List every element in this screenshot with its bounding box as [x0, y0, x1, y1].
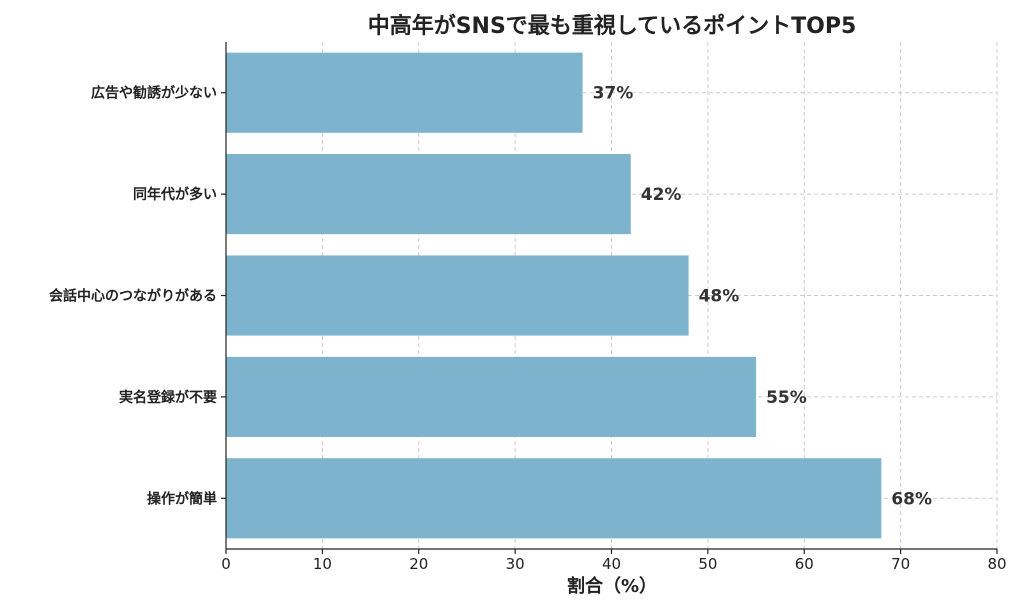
ticks-layer: 0 10 20 30 40 50 60 70 80 広告や勧誘が少ない 37% 同年代が多い 42% 会話…	[49, 84, 1007, 573]
x-tick-label: 60	[795, 555, 814, 573]
category-label: 実名登録が不要	[119, 389, 217, 406]
bar	[226, 255, 689, 336]
category-label: 操作が簡単	[147, 490, 217, 507]
category-label: 会話中心のつながりがある	[49, 288, 217, 305]
x-tick-label: 40	[602, 555, 621, 573]
category-label: 同年代が多い	[133, 186, 217, 203]
x-tick-label: 0	[221, 555, 231, 573]
bar	[226, 458, 882, 539]
x-tick-label: 30	[506, 555, 525, 573]
bar	[226, 154, 631, 235]
x-tick-label: 70	[891, 555, 910, 573]
bar	[226, 356, 757, 437]
category-label: 広告や勧誘が少ない	[91, 85, 217, 102]
x-tick-label: 10	[313, 555, 332, 573]
x-tick-label: 20	[409, 555, 428, 573]
data-label: 37%	[593, 84, 634, 104]
data-label: 68%	[891, 489, 932, 509]
bars-layer	[226, 52, 882, 539]
bar	[226, 52, 583, 133]
data-label: 55%	[766, 388, 807, 408]
data-label: 42%	[641, 185, 682, 205]
x-axis-label: 割合（%）	[567, 575, 657, 597]
x-tick-label: 80	[987, 555, 1006, 573]
x-tick-label: 50	[698, 555, 717, 573]
data-label: 48%	[699, 287, 740, 307]
chart-title: 中高年がSNSで最も重視しているポイントTOP5	[368, 13, 857, 39]
